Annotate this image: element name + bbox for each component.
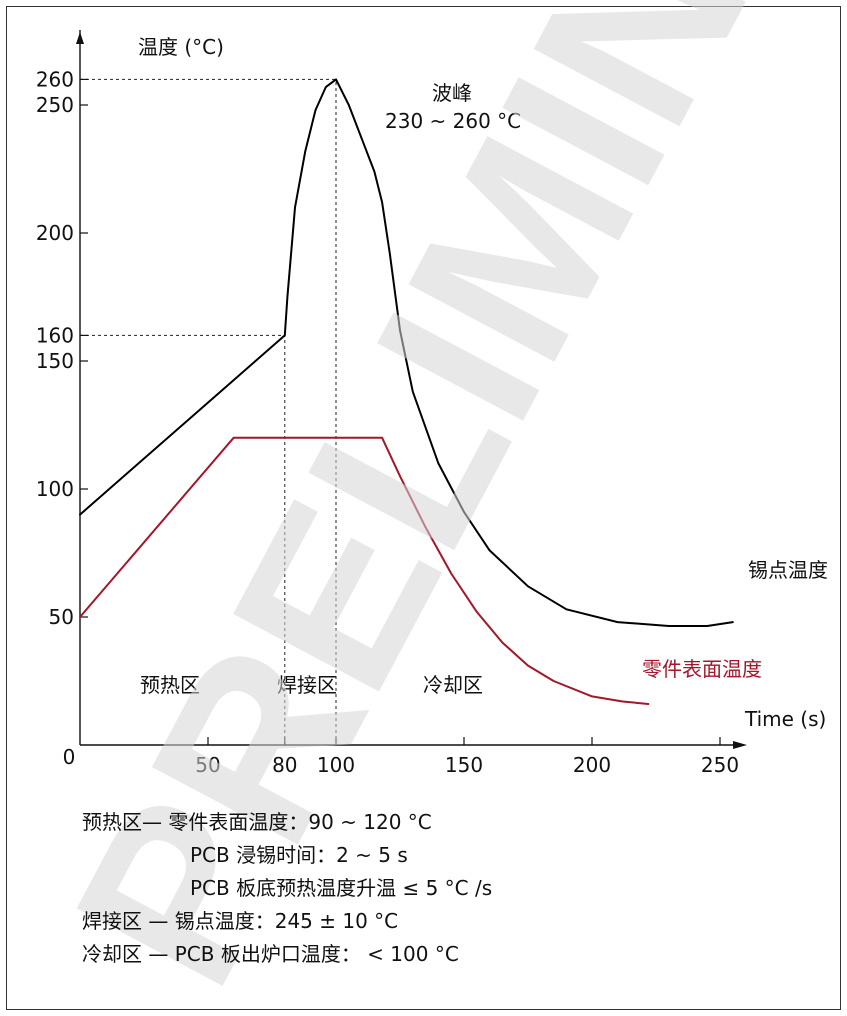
- origin-label: 0: [63, 745, 76, 769]
- x-tick-label-150: 150: [445, 753, 483, 777]
- y-axis-title: 温度 (°C): [138, 35, 224, 59]
- note-text: PCB 浸锡时间：2 ~ 5 s: [190, 843, 408, 867]
- y-tick-label-50: 50: [49, 605, 74, 629]
- zone-label-soldering: 焊接区: [277, 673, 337, 697]
- peak-title: 波峰: [432, 81, 472, 105]
- note-line: PCB 板底预热温度升温 ≤ 5 °C /s: [82, 872, 492, 905]
- series-line-component-surface-temp: [79, 436, 650, 705]
- note-text: PCB 板底预热温度升温 ≤ 5 °C /s: [190, 876, 493, 900]
- note-text: 锡点温度：245 ± 10 °C: [174, 909, 399, 933]
- note-line: PCB 浸锡时间：2 ~ 5 s: [82, 839, 492, 872]
- note-line: 焊接区 — 锡点温度：245 ± 10 °C: [82, 905, 492, 938]
- x-tick-label-250: 250: [701, 753, 739, 777]
- figure-frame: [6, 6, 841, 1010]
- y-tick-label-200: 200: [36, 221, 74, 245]
- x-axis-arrow: [733, 741, 747, 749]
- note-zone-label: 冷却区 —: [82, 942, 175, 966]
- y-tick-label-150: 150: [36, 349, 74, 373]
- x-axis-title: Time (s): [744, 707, 826, 731]
- legend-component-surface-temp: 零件表面温度: [642, 657, 762, 681]
- note-zone-label: 焊接区 —: [82, 909, 175, 933]
- y-tick-label-100: 100: [36, 477, 74, 501]
- note-zone-label: 预热区—: [82, 810, 169, 834]
- y-tick-label-260: 260: [36, 67, 74, 91]
- series-line-solder-joint-temp: [79, 78, 734, 627]
- zone-label-preheat: 预热区: [140, 673, 200, 697]
- x-tick-label-100: 100: [317, 753, 355, 777]
- note-text: PCB 板出炉口温度： < 100 °C: [174, 942, 459, 966]
- y-tick-label-250: 250: [36, 93, 74, 117]
- y-axis-arrow: [76, 32, 84, 44]
- x-tick-label-80: 80: [272, 753, 297, 777]
- note-text: 零件表面温度：90 ~ 120 °C: [168, 810, 432, 834]
- x-tick-label-50: 50: [195, 753, 220, 777]
- y-tick-label-160: 160: [36, 323, 74, 347]
- zone-label-cooling: 冷却区: [423, 673, 483, 697]
- legend-solder-joint-temp: 锡点温度: [748, 558, 828, 582]
- note-line: 预热区— 零件表面温度：90 ~ 120 °C: [82, 806, 492, 839]
- notes-block: 预热区— 零件表面温度：90 ~ 120 °C PCB 浸锡时间：2 ~ 5 s P…: [82, 806, 492, 971]
- x-tick-label-200: 200: [573, 753, 611, 777]
- peak-range: 230 ~ 260 °C: [385, 109, 521, 133]
- note-line: 冷却区 — PCB 板出炉口温度： < 100 °C: [82, 938, 492, 971]
